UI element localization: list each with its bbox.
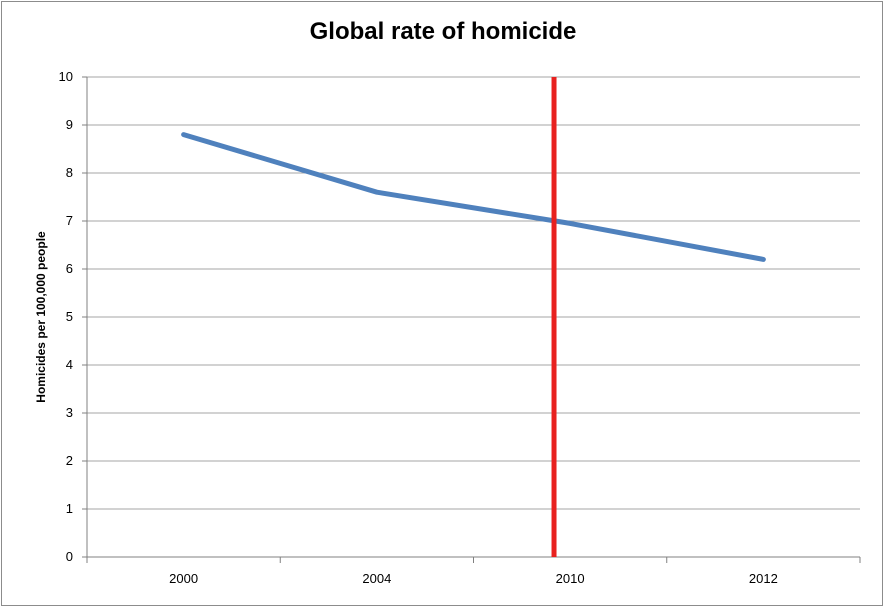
chart-title: Global rate of homicide — [309, 18, 577, 45]
y-tick-label: 3 — [66, 405, 73, 420]
y-tick-label: 10 — [59, 69, 73, 84]
y-tick-label: 9 — [66, 117, 73, 132]
y-tick-label: 8 — [66, 165, 73, 180]
y-tick-label: 2 — [66, 453, 73, 468]
y-tick-label: 1 — [66, 501, 73, 516]
y-axis-label: Homicides per 100,000 people — [34, 231, 48, 403]
y-tick-label: 7 — [66, 213, 73, 228]
x-tick-label: 2000 — [169, 571, 198, 586]
y-tick-label: 5 — [66, 309, 73, 324]
x-tick-label: 2004 — [362, 571, 391, 586]
y-tick-label: 0 — [66, 549, 73, 564]
x-tick-label: 2010 — [556, 571, 585, 586]
x-tick-label: 2012 — [749, 571, 778, 586]
y-tick-label: 6 — [66, 261, 73, 276]
y-tick-label: 4 — [66, 357, 73, 372]
series-line — [181, 132, 766, 262]
